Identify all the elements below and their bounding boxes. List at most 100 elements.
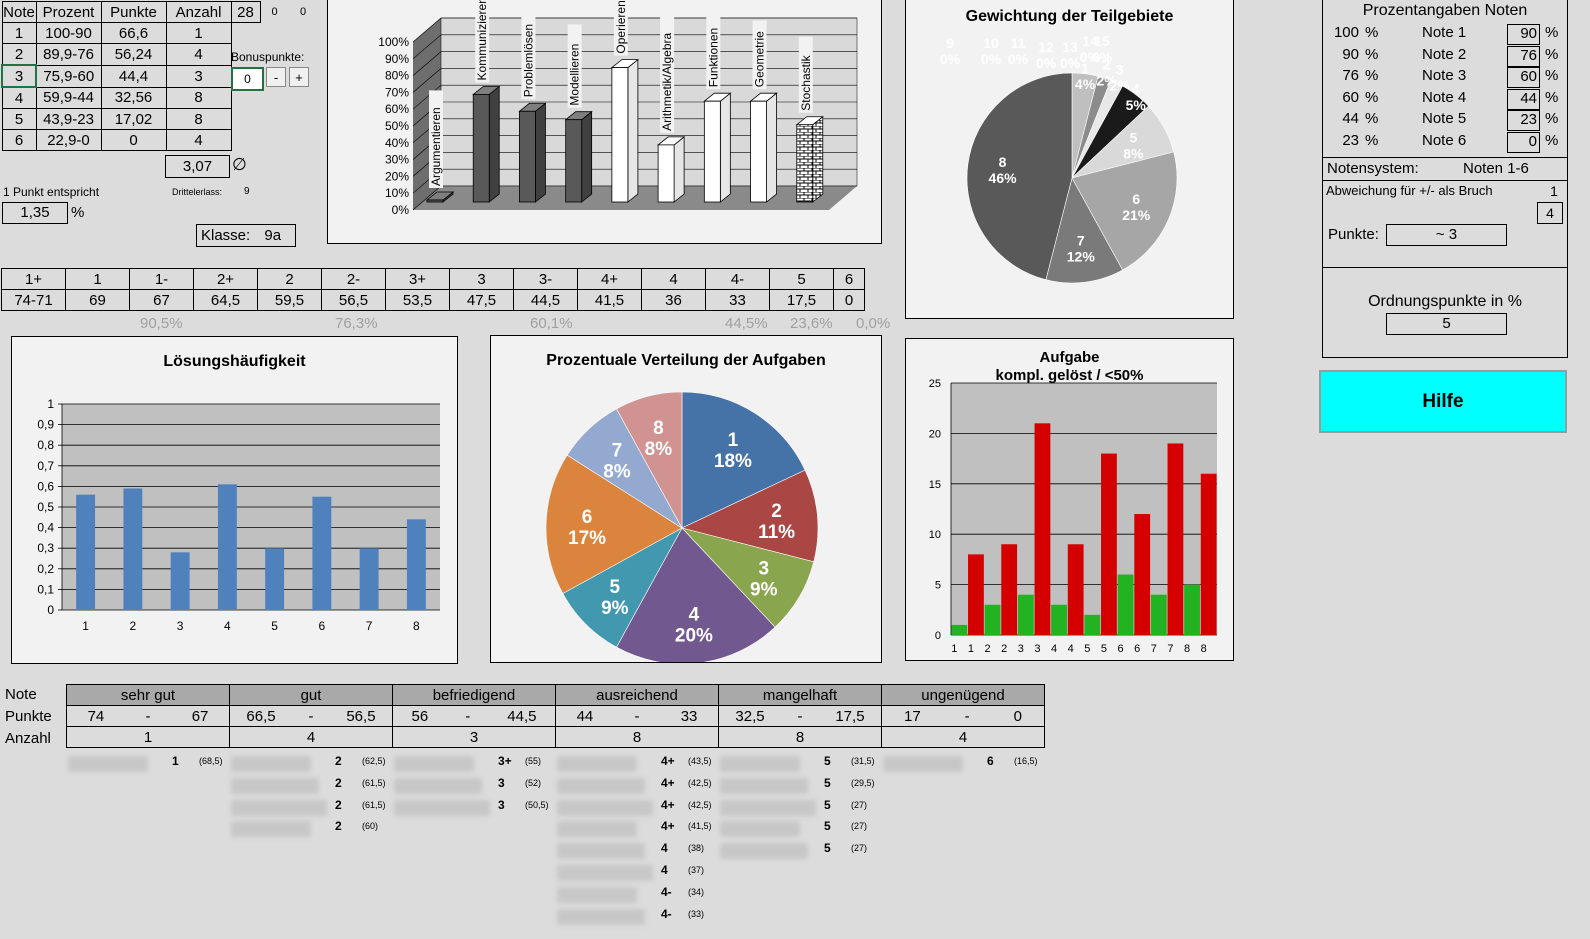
aufgabe-title: Aufgabe: [1039, 349, 1100, 366]
bonus-input[interactable]: 0: [231, 67, 264, 91]
pie-slice: [616, 391, 683, 529]
student-points: (68,5): [199, 756, 223, 766]
total-count[interactable]: 28: [230, 1, 261, 23]
note-pct-input[interactable]: 60: [1507, 67, 1540, 89]
bar: [1101, 453, 1117, 635]
notensystem-value[interactable]: Noten 1-6: [1463, 160, 1529, 177]
bonus-minus-button[interactable]: -: [266, 67, 286, 87]
grade-row: 4 59,9-44 32,56 8: [1, 86, 317, 109]
abweichung-numerator[interactable]: 1: [1550, 183, 1558, 199]
student-name-redacted: [557, 908, 645, 925]
bar3d-bar: [472, 94, 490, 203]
note-pct-input[interactable]: 76: [1507, 45, 1540, 67]
scale-points[interactable]: 17,5: [769, 289, 834, 311]
pie-slice-pct: 46%: [989, 170, 1018, 186]
note-pct-input[interactable]: 0: [1507, 132, 1540, 153]
bar3d-category-label: Kommunizieren: [475, 0, 489, 80]
bar: [968, 554, 984, 635]
pie-slice-pct: 21%: [1122, 207, 1151, 223]
hilfe-button[interactable]: Hilfe: [1319, 370, 1567, 433]
note-pct-input[interactable]: 44: [1507, 88, 1540, 110]
bar: [1034, 423, 1051, 635]
student-points: (55): [525, 756, 542, 766]
range-sep: -: [145, 707, 151, 725]
student-points: (31,5): [851, 756, 875, 766]
average-cell[interactable]: 3,07: [165, 155, 230, 178]
y-tick-label: 0,7: [37, 459, 54, 473]
student-name-redacted: [883, 756, 963, 772]
bar: [1184, 584, 1200, 635]
klasse-box[interactable]: Klasse: 9a: [196, 224, 296, 247]
scale-points[interactable]: 74-71: [1, 289, 66, 311]
scale-points[interactable]: 47,5: [449, 289, 514, 311]
drittelerlass-label: Drittelerlass:: [172, 187, 223, 197]
student-name-redacted: [394, 799, 490, 816]
bar3d-ytick: 40%: [385, 136, 409, 150]
grade-cell[interactable]: 8: [165, 108, 232, 130]
student-name-redacted: [394, 756, 474, 772]
x-tick-label: 5: [271, 619, 278, 633]
bar: [217, 484, 237, 610]
notensystem-label: Notensystem:: [1327, 160, 1419, 177]
note-pct-input[interactable]: 90: [1507, 24, 1540, 45]
scale-grade: 4+: [577, 268, 642, 290]
note-pct-input[interactable]: 23: [1507, 110, 1540, 132]
pct-unit: %: [1365, 45, 1379, 63]
scale-points[interactable]: 41,5: [577, 289, 642, 311]
scale-points[interactable]: 69: [65, 289, 130, 311]
teilgebiete-pie-panel: Gewichtung der Teilgebiete 1 4% 2 2% 3 2% 4 5% 5…: [905, 0, 1234, 319]
scale-points[interactable]: 0: [833, 289, 865, 311]
scale-points[interactable]: 44,5: [513, 289, 578, 311]
punkte-value[interactable]: ~ 3: [1386, 224, 1507, 246]
pie-zero-label: 12: [1038, 39, 1054, 55]
x-tick-label: 3: [177, 619, 184, 633]
scale-points[interactable]: 56,5: [321, 289, 386, 311]
punkte-label: Punkte:: [1328, 226, 1379, 243]
range-start: 32,5: [735, 707, 765, 725]
x-tick-label: 1: [951, 643, 957, 655]
scale-points[interactable]: 59,5: [257, 289, 322, 311]
student-points: (27): [851, 799, 868, 810]
grade-cell[interactable]: 4: [165, 129, 232, 151]
pct-threshold: 44: [1342, 110, 1359, 128]
grade-row: 3 75,9-60 44,4 3: [1, 64, 317, 88]
x-tick-label: 1: [968, 643, 974, 655]
scale-points[interactable]: 67: [129, 289, 194, 311]
scale-points[interactable]: 64,5: [193, 289, 258, 311]
point-percent-value[interactable]: 1,35: [2, 202, 68, 224]
bar: [170, 552, 190, 610]
bar: [984, 604, 1001, 635]
grade-cell[interactable]: 8: [165, 86, 232, 109]
student-points: (38): [688, 843, 705, 854]
grade-cell[interactable]: 3: [165, 64, 232, 88]
pie-zero-pct: 0%: [1036, 55, 1057, 71]
verteilung-panel: Prozentuale Verteilung der Aufgaben 1 18%…: [490, 335, 882, 663]
grade-cell[interactable]: 1: [165, 22, 232, 44]
ordnungspunkte-value[interactable]: 5: [1386, 313, 1507, 335]
competency-bar-chart: 100% 90% 80% 70% 60% 50% 40% 30% 20% 10% 0% Argumen…: [327, 0, 882, 244]
note-pct-unit: %: [1545, 88, 1559, 106]
y-tick-label: 5: [935, 580, 941, 592]
student-points: (27): [851, 821, 868, 832]
x-tick-label: 4: [1051, 643, 1057, 655]
grade-cell[interactable]: 4: [165, 43, 232, 66]
grade-cell: 89,9-76: [35, 43, 102, 66]
scale-points[interactable]: 36: [641, 289, 706, 311]
scale-points[interactable]: 53,5: [385, 289, 450, 311]
student-name-redacted: [68, 756, 148, 772]
row-label-anzahl: Anzahl: [5, 730, 51, 747]
bar3d-side: [581, 110, 593, 203]
student-name-redacted: [557, 777, 645, 794]
y-tick-label: 10: [929, 529, 941, 541]
bar3d-bar: [426, 199, 444, 203]
summary-range: 74 - 67: [66, 705, 230, 727]
x-tick-label: 4: [1068, 643, 1074, 655]
scale-points[interactable]: 33: [705, 289, 770, 311]
abweichung-denominator[interactable]: 4: [1537, 202, 1563, 224]
bonus-plus-button[interactable]: +: [289, 67, 309, 87]
bar3d-bar: [657, 144, 675, 203]
point-percent-unit: %: [71, 204, 85, 221]
bar3d-side: [627, 58, 639, 203]
bar3d-category-label: Operieren: [614, 0, 628, 53]
student-grade: 2: [335, 775, 342, 790]
